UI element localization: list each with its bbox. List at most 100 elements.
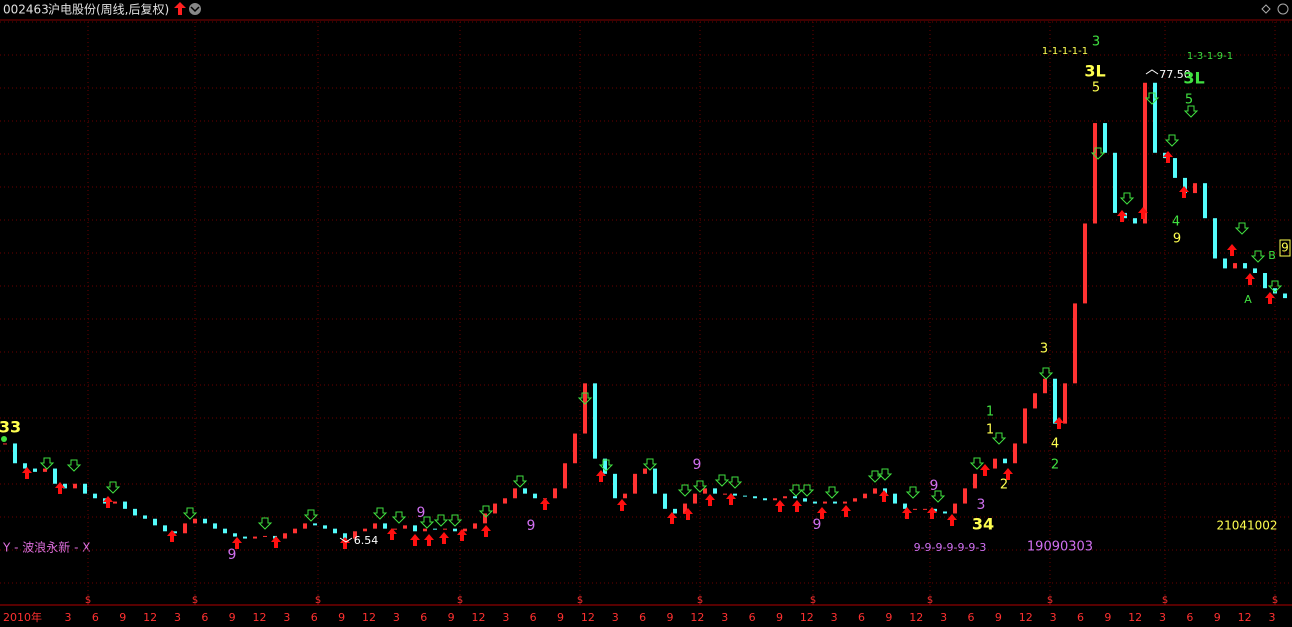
candle <box>583 383 587 434</box>
buy-arrow <box>792 500 802 512</box>
x-tick-label: 3 <box>831 611 838 624</box>
candle <box>693 493 697 504</box>
candle <box>333 528 337 534</box>
candle <box>1073 303 1077 384</box>
candle <box>383 523 387 529</box>
sell-arrow <box>1267 280 1283 293</box>
candle <box>433 528 437 530</box>
candle <box>463 528 467 532</box>
candle <box>1263 273 1267 289</box>
up-icon[interactable] <box>174 2 186 15</box>
x-tick-label: 9 <box>667 611 674 624</box>
candle <box>193 518 197 524</box>
candle <box>403 525 407 529</box>
candle <box>623 493 627 499</box>
x-tick-label: 3 <box>612 611 619 624</box>
x-tick-label: 9 <box>229 611 236 624</box>
buy-arrow <box>683 508 693 520</box>
candle <box>893 493 897 504</box>
stock-code: 002463 <box>3 3 49 17</box>
annotation: 3L <box>1084 62 1105 81</box>
x-tick-label: 3 <box>502 611 509 624</box>
candle <box>1173 158 1177 178</box>
candle <box>833 501 837 504</box>
annotation: 6.54 <box>354 534 379 547</box>
buy-arrow <box>667 512 677 524</box>
candle <box>223 528 227 534</box>
x-tick-label: 6 <box>530 611 537 624</box>
close-button[interactable] <box>1277 3 1289 15</box>
sell-arrow <box>692 480 708 493</box>
candle <box>723 493 727 495</box>
candle <box>243 536 247 539</box>
x-tick-label: 12 <box>690 611 704 624</box>
annotation: 4 <box>1172 215 1180 230</box>
buy-arrow <box>439 532 449 544</box>
candle <box>73 483 77 489</box>
candle <box>1133 218 1137 224</box>
x-tick-label: 2010年 <box>3 610 42 624</box>
buy-arrow <box>775 500 785 512</box>
menu-caret <box>190 6 200 13</box>
annotation: 21041002 <box>1216 519 1277 533</box>
x-tick-label: 3 <box>1050 611 1057 624</box>
annotation: 1 <box>986 423 994 438</box>
x-tick-label: 6 <box>1077 611 1084 624</box>
peak-marker <box>1145 69 1159 75</box>
candle <box>683 503 687 514</box>
candle <box>13 443 17 464</box>
annotation: 9 <box>1281 241 1289 255</box>
buy-arrow <box>841 505 851 517</box>
menu-button[interactable] <box>189 3 201 15</box>
candle <box>1213 218 1217 259</box>
buy-arrow <box>879 490 889 502</box>
candle <box>363 528 367 532</box>
candle <box>53 468 57 484</box>
x-tick-label: 12 <box>1128 611 1142 624</box>
candle <box>663 493 667 509</box>
x-tick-label: 9 <box>776 611 783 624</box>
buy-arrow <box>540 498 550 510</box>
candle <box>453 528 457 532</box>
candle <box>563 463 567 489</box>
candle <box>443 528 447 530</box>
candle <box>903 503 907 509</box>
annotation: 34 <box>972 515 994 534</box>
x-tick-label: 6 <box>92 611 99 624</box>
x-tick-label: 3 <box>283 611 290 624</box>
annotation: 9 <box>228 547 237 563</box>
sell-arrow <box>969 457 985 470</box>
sell-arrow <box>714 474 730 487</box>
x-tick-label: 9 <box>1214 611 1221 624</box>
period-marker: $ <box>1272 595 1278 606</box>
buy-arrow <box>1054 417 1064 429</box>
low-marker <box>339 537 353 543</box>
buy-arrow <box>103 496 113 508</box>
annotation: 9 <box>813 517 822 533</box>
candle <box>483 513 487 524</box>
candle <box>873 488 877 494</box>
candle <box>153 518 157 526</box>
candle <box>1013 443 1017 464</box>
annotation: 9-9-9-9-9-9-3 <box>914 541 987 554</box>
candle <box>1093 123 1097 224</box>
candle <box>473 523 477 529</box>
x-tick-label: 9 <box>338 611 345 624</box>
candle <box>673 508 677 514</box>
candle <box>933 508 937 512</box>
candle <box>853 498 857 502</box>
candle <box>923 508 927 510</box>
candle <box>1063 383 1067 424</box>
buy-arrow <box>1117 210 1127 222</box>
sell-arrow <box>478 505 494 518</box>
x-tick-label: 12 <box>362 611 376 624</box>
candle <box>303 523 307 529</box>
annotation: 2 <box>1000 478 1008 493</box>
candle <box>353 531 357 539</box>
candle <box>513 488 517 499</box>
diamond-button[interactable] <box>1261 4 1271 14</box>
x-tick-label: 9 <box>119 611 126 624</box>
candle <box>93 493 97 499</box>
buy-arrow <box>902 507 912 519</box>
